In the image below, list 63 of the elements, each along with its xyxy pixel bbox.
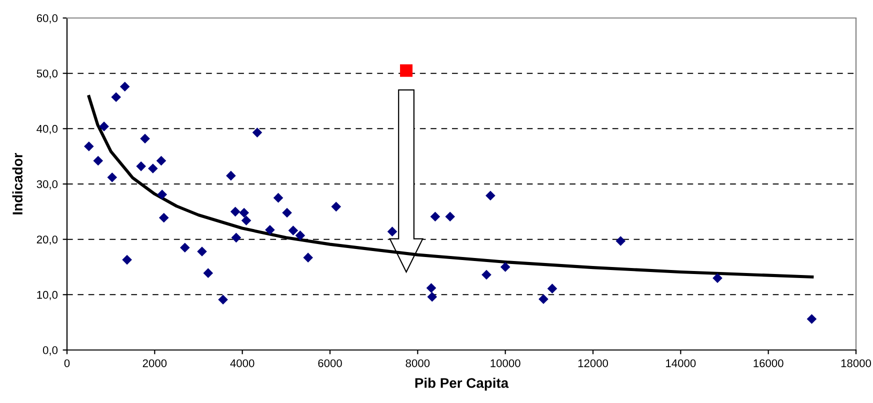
y-axis-title: Indicador: [12, 152, 22, 214]
point: [203, 268, 214, 278]
y-tick-label: 30,0: [36, 180, 58, 190]
point: [486, 190, 496, 201]
point: [265, 225, 275, 235]
point: [140, 134, 150, 144]
x-tick-label: 12000: [578, 359, 608, 368]
point: [239, 208, 249, 218]
point: [500, 262, 510, 272]
x-tick-label: 16000: [754, 359, 784, 368]
point: [148, 164, 158, 174]
point: [616, 236, 626, 246]
point: [282, 208, 292, 218]
x-tick-label: 14000: [666, 359, 696, 368]
x-tick-label: 0: [64, 359, 70, 368]
point: [288, 226, 298, 236]
point: [180, 242, 190, 253]
point: [400, 64, 413, 77]
x-tick-label: 4000: [230, 359, 254, 368]
point: [107, 172, 118, 182]
point: [218, 294, 228, 305]
point: [482, 270, 492, 280]
y-tick-label: 50,0: [36, 70, 58, 79]
point: [122, 254, 132, 265]
point: [157, 190, 168, 200]
point: [99, 122, 109, 132]
point: [806, 314, 817, 324]
point: [538, 294, 548, 304]
point: [331, 202, 342, 212]
point: [426, 283, 436, 293]
point: [197, 246, 207, 256]
x-axis-title: Pib Per Capita: [415, 378, 509, 391]
x-tick-label: 6000: [318, 359, 342, 368]
point: [303, 252, 313, 263]
y-tick-label: 0,0: [42, 346, 58, 356]
point: [120, 82, 130, 92]
point: [430, 212, 440, 222]
point: [387, 226, 398, 236]
y-tick-label: 60,0: [36, 14, 58, 24]
point: [158, 212, 169, 223]
point: [427, 292, 438, 302]
point: [93, 156, 104, 166]
x-tick-label: 10000: [490, 359, 520, 368]
point: [712, 273, 722, 283]
point: [136, 161, 146, 172]
point: [231, 232, 242, 243]
point: [273, 192, 284, 203]
point: [111, 92, 122, 102]
y-tick-label: 20,0: [36, 236, 58, 245]
x-tick-label: 8000: [406, 359, 430, 368]
x-tick-label: 18000: [841, 359, 872, 368]
point: [445, 212, 456, 222]
point: [84, 141, 94, 152]
y-tick-label: 10,0: [37, 290, 58, 300]
x-tick-label: 2000: [142, 359, 167, 368]
point: [241, 216, 252, 226]
point: [156, 156, 166, 166]
point: [295, 230, 306, 240]
point: [226, 170, 236, 181]
point: [230, 206, 240, 217]
point: [252, 128, 262, 138]
y-tick-label: 40,0: [36, 124, 58, 134]
point: [547, 284, 558, 294]
